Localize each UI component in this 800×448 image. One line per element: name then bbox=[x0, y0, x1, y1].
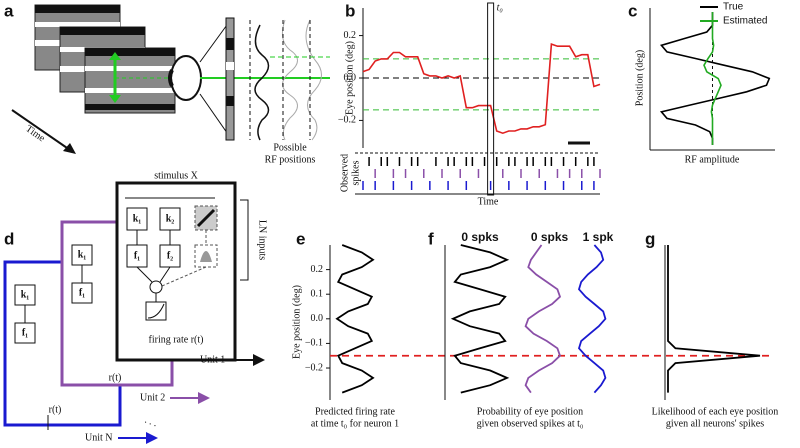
eye-trace bbox=[362, 43, 601, 135]
y-tick-label: −0.2 bbox=[338, 115, 356, 126]
unit-label: Unit 2 bbox=[140, 392, 165, 403]
rf-curve bbox=[659, 12, 771, 145]
caption: at time t₀ for neuron 1 bbox=[311, 418, 399, 429]
spikes-label: spikes bbox=[350, 160, 361, 185]
caption: given observed spikes at t₀ bbox=[477, 418, 584, 429]
y-axis-label: Eye position (deg) bbox=[344, 41, 355, 115]
stimulus-frames bbox=[34, 4, 176, 114]
stimulus-label: stimulus X bbox=[154, 170, 198, 181]
series-header: 1 spk bbox=[583, 230, 614, 244]
ln-diagram bbox=[3, 181, 265, 444]
ln-box-label: f₁ bbox=[134, 250, 140, 261]
legend-label: Estimated bbox=[723, 16, 767, 27]
panel-label: e bbox=[296, 229, 305, 248]
ln-box-label: k₁ bbox=[133, 213, 142, 224]
y-tick-label: 0.1 bbox=[311, 289, 324, 300]
probability-curve bbox=[524, 244, 562, 394]
probability-curve bbox=[667, 245, 761, 393]
ln-box-label: f₂ bbox=[167, 250, 173, 261]
panel-label: g bbox=[645, 229, 655, 248]
ln-box-label: k₁ bbox=[21, 289, 30, 300]
firing-rate: firing rate r(t) bbox=[149, 334, 204, 345]
y-axis-label: Position (deg) bbox=[634, 50, 645, 106]
y-tick-label: 0.2 bbox=[311, 264, 324, 275]
time-label: Time bbox=[23, 123, 47, 144]
y-tick-label: 0.0 bbox=[311, 313, 324, 324]
ln-box-label: k₁ bbox=[78, 249, 87, 260]
y-tick-label: 0.0 bbox=[344, 72, 357, 83]
eye bbox=[168, 17, 330, 141]
y-tick-label: −0.1 bbox=[305, 338, 323, 349]
y-axis-label: Eye position (deg) bbox=[291, 285, 302, 359]
probability-curve bbox=[450, 244, 510, 394]
caption: Probability of eye position bbox=[477, 406, 583, 417]
unit-label: Unit 1 bbox=[200, 354, 225, 365]
panel-label: d bbox=[4, 229, 14, 248]
legend-label: True bbox=[723, 2, 744, 13]
t0-label: t₀ bbox=[497, 2, 504, 13]
panel-label: b bbox=[345, 1, 355, 20]
panel-label: a bbox=[4, 1, 14, 20]
caption: given all neurons' spikes bbox=[666, 418, 764, 429]
y-tick-label: −0.2 bbox=[305, 362, 323, 373]
y-tick-label: 0.2 bbox=[344, 30, 357, 41]
ellipsis: . . . bbox=[143, 415, 159, 430]
rate-label: r(t) bbox=[109, 372, 122, 383]
x-axis-label: Time bbox=[478, 196, 499, 207]
rf-caption: Possible bbox=[273, 142, 307, 153]
series-header: 0 spks bbox=[461, 230, 499, 244]
t0-marker bbox=[487, 2, 495, 196]
rf-curve bbox=[703, 12, 722, 145]
rf-strip bbox=[225, 17, 330, 141]
ln-box-label: f₁ bbox=[22, 327, 28, 338]
caption: Likelihood of each eye position bbox=[652, 406, 779, 417]
rf-caption: RF positions bbox=[265, 154, 316, 165]
rate-label: r(t) bbox=[49, 404, 62, 415]
panel-label: f bbox=[428, 229, 434, 248]
caption: Predicted firing rate bbox=[315, 406, 396, 417]
panel-label: c bbox=[628, 1, 637, 20]
x-axis-label: RF amplitude bbox=[685, 154, 740, 165]
ln-box-label: k₂ bbox=[166, 213, 175, 224]
probability-curve bbox=[335, 244, 375, 394]
unit-label: Unit N bbox=[85, 432, 113, 443]
series-header: 0 spks bbox=[531, 230, 569, 244]
ln-box-label: f₁ bbox=[79, 287, 85, 298]
probability-curve bbox=[577, 244, 607, 394]
ln-inputs: LN inputs bbox=[257, 220, 268, 260]
spikes-label: Observed bbox=[339, 154, 350, 192]
time-arrow bbox=[11, 109, 76, 154]
